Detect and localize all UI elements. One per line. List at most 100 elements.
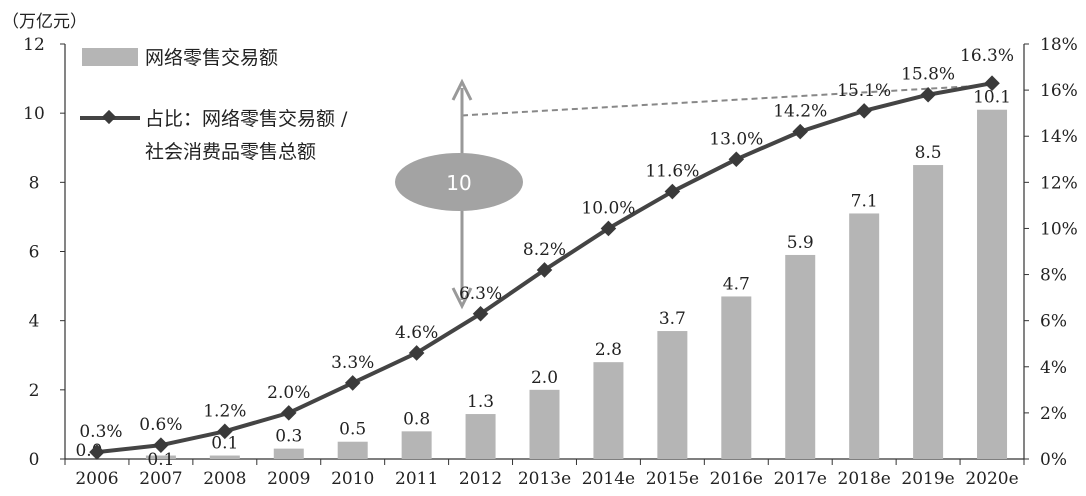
x-tick-label-2010: 2010 [331,469,374,489]
annotation-ellipse [395,153,523,211]
line-marker-2010 [344,375,361,391]
y-right-tick-label: 18% [1040,35,1078,55]
y-left-unit-label: （万亿元） [2,12,87,32]
y-right-tick-label: 8% [1040,266,1067,286]
bar-label-2008: 0.1 [211,434,238,454]
line-label-2014e: 10.0% [581,198,635,218]
y-right-tick-label: 6% [1040,312,1067,332]
line-label-2017e: 14.2% [773,102,827,122]
line-label-2015e: 11.6% [645,162,699,182]
legend: 网络零售交易额 占比：网络零售交易额 / 社会消费品零售总额 [80,47,348,163]
line-series: 0.3% 0.6% 1.2% 2.0% 3.3% 4.6% 6.3% 8.2% 10.0% 11.… [79,46,1014,460]
x-tick-label-2014e: 2014e [582,469,635,489]
line-label-2011: 4.6% [395,323,438,343]
line-label-2010: 3.3% [331,353,374,373]
bar-label-2013e: 2.0 [531,368,558,388]
y-right-tick-label: 0% [1040,450,1067,470]
x-tick-label-2007: 2007 [139,469,182,489]
line-marker-2014e [600,220,617,237]
bar-label-2017e: 5.9 [787,233,814,253]
bar-label-2012: 1.3 [467,392,494,412]
bar-2014e [593,362,624,459]
legend-bar-swatch [82,48,138,66]
y-right-tick-label: 2% [1040,404,1067,424]
annotation-arrow-head-down [451,287,473,310]
bar-label-2016e: 4.7 [723,274,750,294]
bar-series: 0.0 0.10.1 0.3 0.50.81.32.02.83.74.75.97.18… [75,88,1011,470]
bar-2009 [273,448,304,459]
line-label-2008: 1.2% [203,401,246,421]
line-marker-2017e [792,123,809,140]
bar-2017e [785,254,816,459]
line-label-2016e: 13.0% [709,129,763,149]
legend-line-label-2: 社会消费品零售总额 [145,141,316,163]
bar-2016e [721,296,752,459]
line-marker-2018e [856,103,872,119]
line-label-2013e: 8.2% [523,240,566,260]
bar-2013e [529,389,560,459]
x-tick-label-2019e: 2019e [901,469,954,489]
line-label-2012: 6.3% [459,284,502,304]
bar-2008 [209,455,240,459]
bar-label-2015e: 3.7 [659,309,686,329]
y-right-tick-label: 14% [1040,127,1078,147]
bar-2015e [657,331,688,459]
bar-label-2014e: 2.8 [595,340,622,360]
line-label-2007: 0.6% [139,415,182,435]
bar-label-2018e: 7.1 [851,191,878,211]
y-left-tick-label: 4 [29,312,40,332]
x-tick-label-2008: 2008 [203,469,246,489]
y-left-tick-label: 6 [29,243,40,263]
bar-2019e [913,165,944,459]
y-right-tick-label: 16% [1040,81,1078,101]
x-tick-label-2020e: 2020e [965,469,1018,489]
x-ticks: 2006 2007 2008 2009 2010 2011 2012 2013e 2014e 20… [64,459,1025,489]
y-left-tick-label: 12 [23,35,45,55]
annotation: 10 [395,78,985,310]
line-label-2020e: 16.3% [960,46,1014,66]
bar-2011 [401,431,432,459]
line-label-2009: 2.0% [267,383,310,403]
bar-2010 [337,441,368,459]
y-right-tick-label: 4% [1040,358,1067,378]
line-marker-2009 [280,405,297,421]
y-left-tick-label: 0 [29,450,40,470]
bar-label-2020e: 10.1 [973,88,1011,108]
bar-label-2007: 0.1 [147,450,174,470]
line-label-2006: 0.3% [79,422,122,442]
line-marker-2008 [217,423,233,440]
x-tick-label-2016e: 2016e [710,469,763,489]
line-label-2019e: 15.8% [901,65,955,85]
annotation-label: 10 [446,171,471,195]
bar-label-2011: 0.8 [403,409,430,429]
bar-2018e [849,213,880,459]
y-right-tick-label: 12% [1040,173,1078,193]
y-left-ticks: 0 2 4 6 8 10 12 [23,35,65,470]
annotation-arrow-head-up [451,78,473,101]
x-tick-label-2018e: 2018e [838,469,891,489]
legend-bar-label: 网络零售交易额 [145,47,278,69]
x-tick-label-2011: 2011 [395,469,438,489]
bar-label-2009: 0.3 [275,427,302,447]
line-marker-2016e [728,151,745,168]
x-tick-label-2017e: 2017e [774,469,827,489]
x-tick-label-2013e: 2013e [518,469,571,489]
bar-2020e [977,109,1008,459]
line-marker-2015e [664,183,681,200]
bar-label-2010: 0.5 [339,420,366,440]
bar-label-2019e: 8.5 [915,143,942,163]
y-right-tick-label: 10% [1040,219,1078,239]
legend-line-label-1: 占比：网络零售交易额 / [145,108,348,130]
x-tick-label-2012: 2012 [459,469,502,489]
y-right-ticks: 0% 2% 4% 6% 8% 10% 12% 14% 16% 18% [1024,35,1078,470]
annotation-dashed-line [461,84,985,117]
x-tick-label-2006: 2006 [75,469,118,489]
y-left-tick-label: 8 [29,173,40,193]
y-left-tick-label: 2 [29,381,40,401]
line-label-2018e: 15.1% [837,81,891,101]
x-tick-label-2009: 2009 [267,469,310,489]
bar-2007 [145,455,176,459]
line-marker-2007 [153,437,169,453]
legend-line-marker [101,109,117,125]
